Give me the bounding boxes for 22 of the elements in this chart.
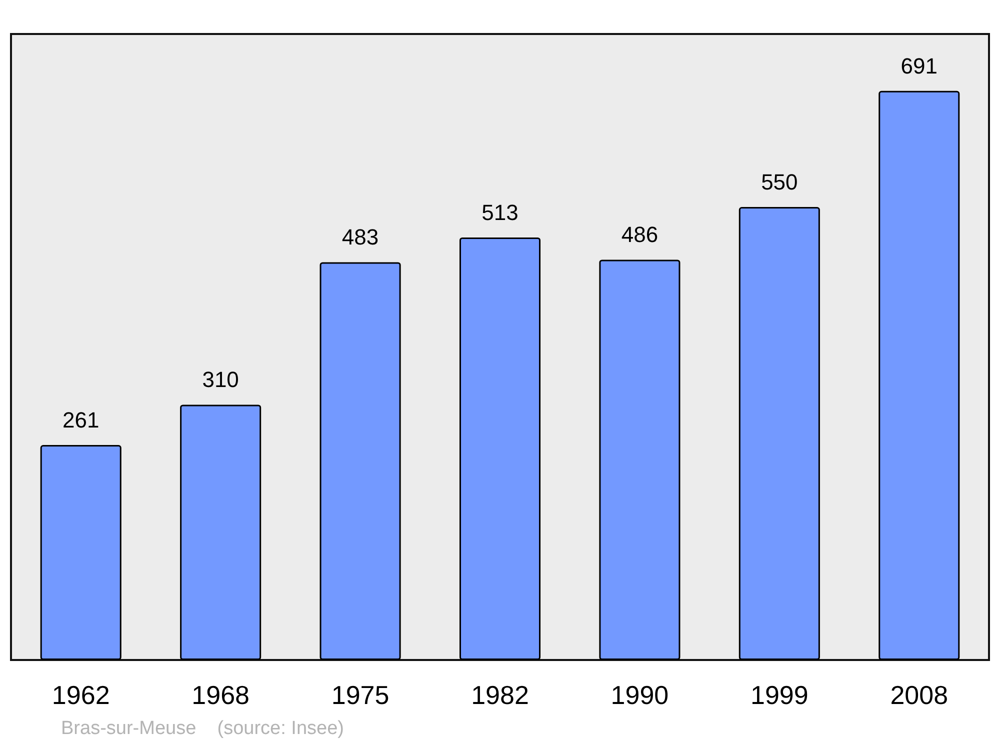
x-tick-label: 1982 bbox=[471, 680, 529, 710]
data-label: 691 bbox=[900, 53, 938, 78]
bar bbox=[40, 445, 122, 660]
x-tick-label: 1968 bbox=[192, 680, 250, 710]
x-tick-label: 2008 bbox=[890, 680, 948, 710]
x-tick-label: 1999 bbox=[750, 680, 808, 710]
x-tick-label: 1990 bbox=[610, 680, 669, 710]
bar bbox=[599, 260, 680, 660]
data-label: 310 bbox=[202, 367, 239, 392]
data-label: 550 bbox=[761, 170, 798, 195]
x-tick-label: 1975 bbox=[331, 680, 390, 710]
data-label: 486 bbox=[621, 222, 658, 248]
chart-title: Bras-sur-Meuse (source: Insee) bbox=[61, 718, 344, 739]
bar bbox=[878, 90, 960, 660]
bar bbox=[320, 262, 401, 660]
bar bbox=[738, 207, 820, 660]
data-label: 513 bbox=[482, 200, 518, 226]
bar bbox=[459, 238, 541, 660]
bar bbox=[180, 404, 262, 660]
data-label: 261 bbox=[62, 408, 100, 433]
x-tick-label: 1962 bbox=[52, 680, 110, 710]
data-label: 483 bbox=[342, 224, 379, 250]
